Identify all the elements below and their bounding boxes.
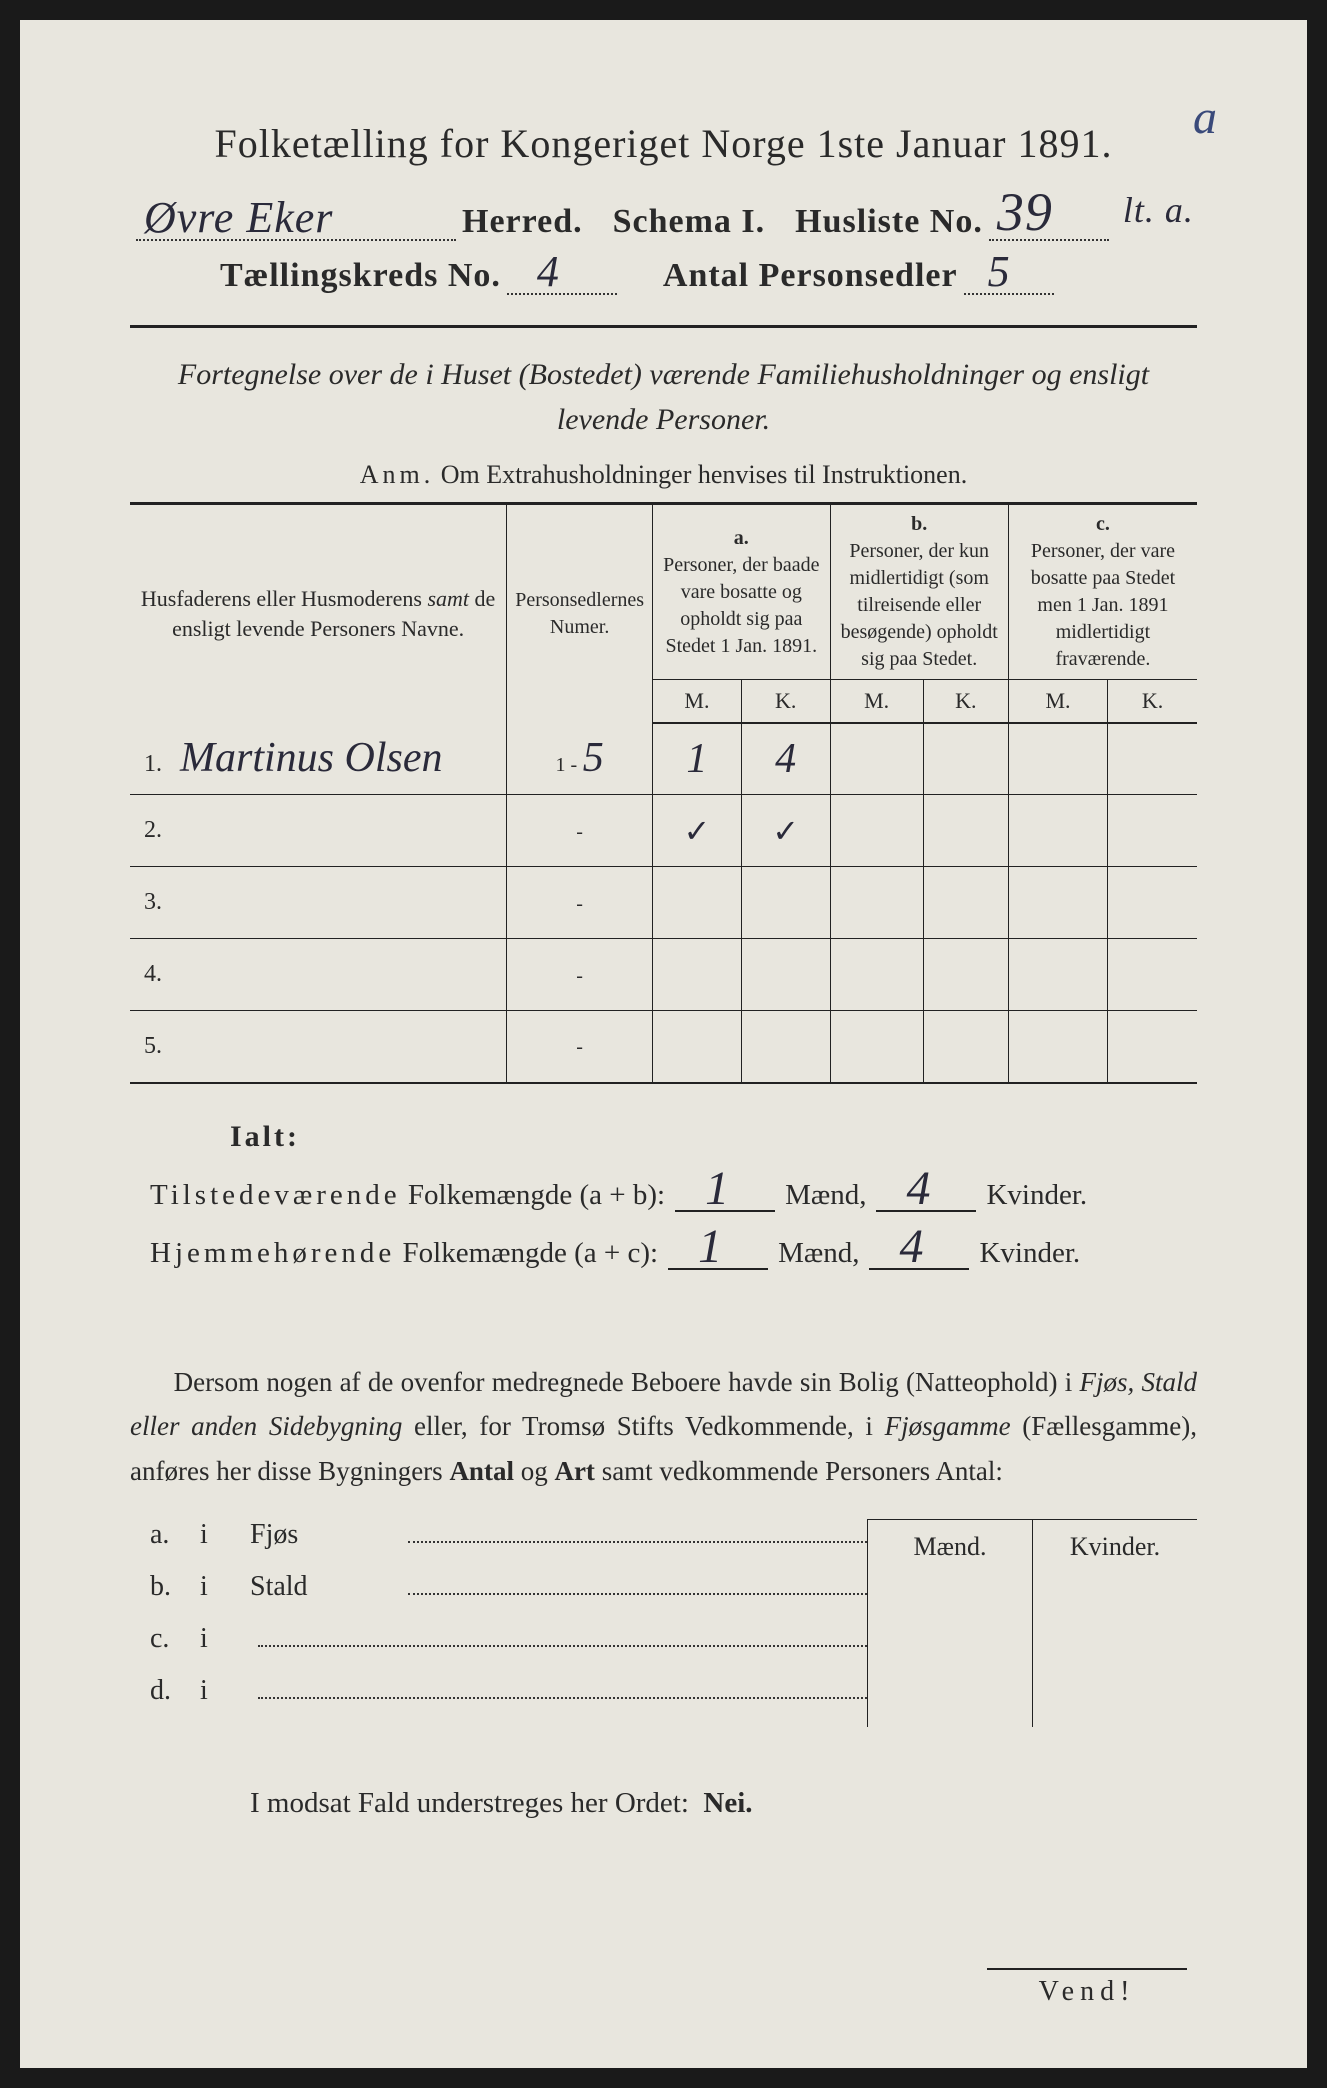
col4-header: b.Personer, der kun midlertidigt (som ti… <box>830 504 1008 680</box>
col5-m: M. <box>1008 680 1107 723</box>
husliste-field: 39 <box>989 201 1109 241</box>
sum-line-2: Hjemmehørende Folkemængde (a + c): 1 Mæn… <box>130 1232 1197 1270</box>
col3-m: M. <box>653 680 742 723</box>
form-title: Folketælling for Kongeriget Norge 1ste J… <box>130 120 1197 167</box>
herred-label: Herred. <box>462 203 583 241</box>
anm-prefix: Anm. <box>360 460 435 489</box>
main-table: Husfaderens eller Husmoderens samt de en… <box>130 502 1197 1084</box>
form-subtitle: Fortegnelse over de i Huset (Bostedet) v… <box>130 352 1197 442</box>
table-row: 1.Martinus Olsen 1 - 5 1 4 <box>130 723 1197 795</box>
side-building-paragraph: Dersom nogen af de ovenfor medregnede Be… <box>130 1360 1197 1494</box>
table-row: 3. - <box>130 867 1197 939</box>
side-row: d.i <box>130 1675 867 1707</box>
col5-k: K. <box>1108 680 1197 723</box>
col3-header: a.Personer, der baade vare bosatte og op… <box>653 504 830 680</box>
husliste-label: Husliste No. <box>795 203 983 241</box>
col3-k: K. <box>741 680 830 723</box>
col1-header: Husfaderens eller Husmoderens samt de en… <box>130 504 507 723</box>
schema-label: Schema I. <box>613 203 766 241</box>
divider <box>130 325 1197 328</box>
row1-name: Martinus Olsen <box>180 735 443 781</box>
side-col-maend: Mænd. <box>868 1520 1033 1727</box>
anm-line: Anm. Om Extrahusholdninger henvises til … <box>130 460 1197 490</box>
side-col-kvinder: Kvinder. <box>1033 1520 1197 1727</box>
husliste-value: 39 <box>997 181 1053 243</box>
col2-header: Personsedlernes Numer. <box>507 504 653 723</box>
kreds-value: 4 <box>537 246 560 297</box>
col5-header: c.Personer, der vare bosatte paa Stedet … <box>1008 504 1197 680</box>
kreds-row: Tællingskreds No. 4 Antal Personsedler 5 <box>130 255 1197 295</box>
vend-label: Vend! <box>987 1968 1187 2008</box>
table-row: 4. - <box>130 939 1197 1011</box>
herred-value: Øvre Eker <box>144 192 333 243</box>
nei-line: I modsat Fald understreges her Ordet: Ne… <box>130 1787 1197 1820</box>
antal-label: Antal Personsedler <box>663 257 958 295</box>
table-row: 2. - ✓ ✓ <box>130 795 1197 867</box>
antal-field: 5 <box>964 255 1054 295</box>
husliste-suffix: lt. a. <box>1123 189 1194 231</box>
kreds-label: Tællingskreds No. <box>220 257 501 295</box>
side-building-table: a.iFjøs b.iStald c.i d.i Mænd. Kvinder. <box>130 1519 1197 1727</box>
table-row: 5. - <box>130 1011 1197 1083</box>
side-row: b.iStald <box>130 1571 867 1603</box>
sum-line-1: Tilstedeværende Folkemængde (a + b): 1 M… <box>130 1174 1197 1212</box>
antal-value: 5 <box>988 246 1011 297</box>
census-form-page: a Folketælling for Kongeriget Norge 1ste… <box>20 20 1307 2068</box>
corner-annotation: a <box>1193 90 1217 145</box>
herred-field: Øvre Eker <box>136 201 456 241</box>
kreds-field: 4 <box>507 255 617 295</box>
side-row: c.i <box>130 1623 867 1655</box>
col4-k: K. <box>923 680 1008 723</box>
col4-m: M. <box>830 680 923 723</box>
ialt-label: Ialt: <box>130 1120 1197 1154</box>
herred-row: Øvre Eker Herred. Schema I. Husliste No.… <box>130 199 1197 241</box>
side-row: a.iFjøs <box>130 1519 867 1551</box>
anm-text: Om Extrahusholdninger henvises til Instr… <box>441 460 967 489</box>
